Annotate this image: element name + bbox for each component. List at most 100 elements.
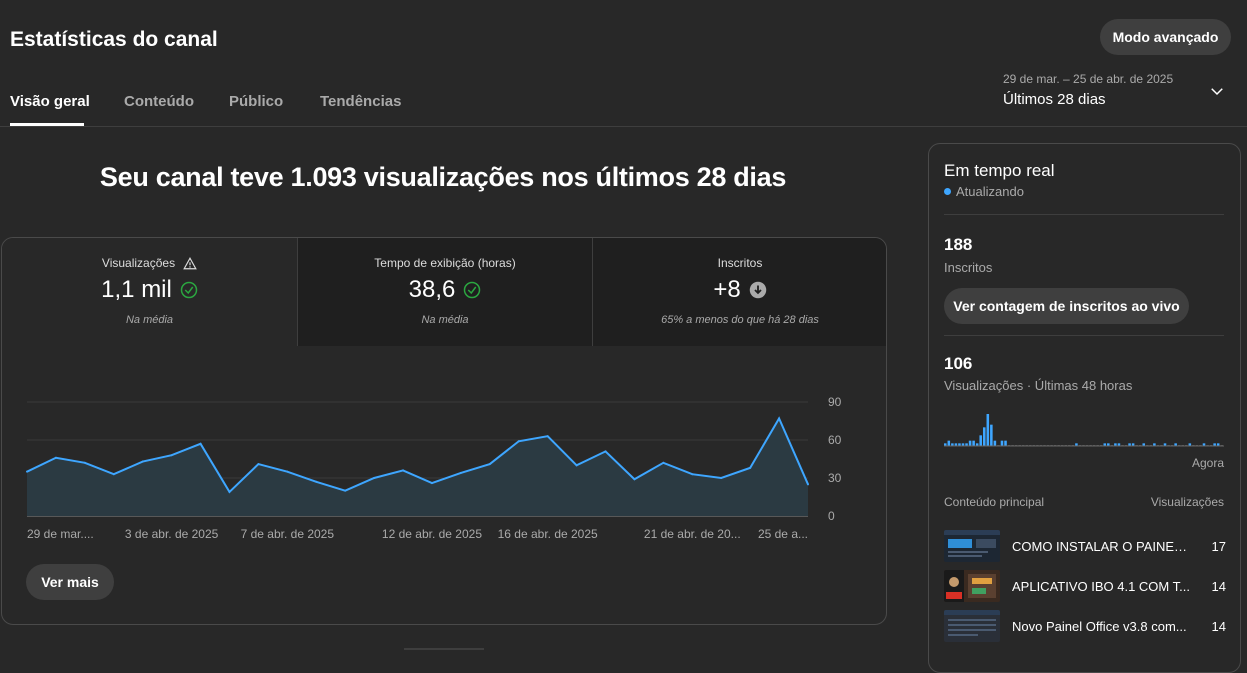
check-circle-icon — [180, 281, 198, 299]
video-thumbnail — [944, 570, 1000, 602]
hour-bar[interactable] — [1117, 443, 1121, 446]
data-point[interactable] — [720, 477, 723, 479]
realtime-views-chart[interactable] — [944, 406, 1226, 448]
x-tick-label: 25 de a... — [758, 527, 808, 541]
hour-bar[interactable] — [961, 443, 965, 446]
hour-bar[interactable] — [1004, 440, 1007, 446]
hour-bar[interactable] — [1131, 443, 1135, 446]
hour-bar[interactable] — [1202, 443, 1206, 446]
realtime-views-label: Visualizações · Últimas 48 horas — [944, 378, 1133, 393]
now-label: Agora — [1191, 456, 1224, 470]
chevron-down-icon[interactable] — [1208, 82, 1226, 100]
tab-trends[interactable]: Tendências — [320, 93, 402, 110]
metric-label: Visualizações — [101, 256, 176, 270]
hour-bar[interactable] — [972, 440, 975, 446]
data-point[interactable] — [199, 442, 202, 445]
live-subscriber-count-button[interactable]: Ver contagem de inscritos ao vivo — [944, 288, 1189, 324]
page-title: Estatísticas do canal — [10, 28, 218, 51]
hour-bar[interactable] — [1103, 443, 1107, 446]
data-point[interactable] — [430, 482, 433, 485]
hour-bar[interactable] — [979, 435, 982, 446]
hour-bar[interactable] — [951, 443, 954, 446]
hour-bar[interactable] — [1163, 443, 1167, 446]
hour-bar[interactable] — [968, 440, 972, 446]
x-tick-label: 21 de abr. de 20... — [644, 527, 741, 541]
views-chart[interactable]: 0 30 60 90 29 de mar.... 3 de abr. de 2025 7 d… — [2, 378, 887, 548]
active-tab-indicator — [10, 123, 84, 126]
data-point[interactable] — [662, 461, 665, 464]
metric-subtext: Na média — [421, 314, 469, 326]
arrow-down-circle-icon — [749, 281, 766, 299]
hour-bar[interactable] — [1174, 443, 1177, 446]
data-point[interactable] — [633, 478, 636, 481]
hour-bar[interactable] — [1107, 443, 1110, 446]
hour-bar[interactable] — [1142, 443, 1146, 446]
tab-overview[interactable]: Visão geral — [10, 93, 90, 110]
y-tick-label: 90 — [828, 395, 842, 409]
scroll-indicator — [404, 648, 484, 650]
hour-bar[interactable] — [958, 443, 961, 446]
hour-bar[interactable] — [1114, 443, 1117, 446]
hour-bar[interactable] — [1075, 443, 1078, 446]
data-point[interactable] — [257, 463, 260, 466]
hour-bar[interactable] — [993, 440, 997, 446]
data-point[interactable] — [517, 440, 520, 443]
data-point[interactable] — [807, 483, 809, 486]
metric-subtext: Na média — [125, 314, 174, 326]
hour-bar[interactable] — [982, 427, 986, 446]
data-point[interactable] — [141, 460, 144, 463]
data-point[interactable] — [228, 490, 231, 493]
hour-bar[interactable] — [947, 440, 951, 446]
metric-views[interactable]: Visualizações 1,1 mil Na média — [2, 238, 297, 346]
overview-card: Visualizações 1,1 mil Na média Tempo de … — [1, 237, 887, 625]
tab-audience[interactable]: Público — [229, 93, 284, 110]
data-point[interactable] — [575, 464, 578, 467]
data-point[interactable] — [778, 417, 781, 420]
realtime-status: Atualizando — [956, 184, 1024, 199]
x-tick-label: 7 de abr. de 2025 — [241, 527, 335, 541]
subscriber-label: Inscritos — [944, 260, 993, 275]
metric-subscribers[interactable]: Inscritos +8 65% a menos do que há 28 di… — [592, 238, 886, 346]
data-point[interactable] — [112, 473, 115, 476]
hour-bar[interactable] — [1153, 443, 1156, 446]
hour-bar[interactable] — [990, 424, 993, 446]
hour-bar[interactable] — [1128, 443, 1131, 446]
data-point[interactable] — [344, 489, 347, 492]
hour-bar[interactable] — [975, 443, 979, 446]
hour-bar[interactable] — [1000, 440, 1004, 446]
data-point[interactable] — [402, 469, 405, 472]
see-more-button[interactable]: Ver mais — [26, 564, 114, 600]
hour-bar[interactable] — [954, 443, 958, 446]
tab-content[interactable]: Conteúdo — [124, 93, 194, 110]
check-circle-icon — [464, 281, 481, 299]
data-point[interactable] — [83, 461, 86, 464]
top-content-item[interactable]: APLICATIVO IBO 4.1 COM T... 14 — [944, 570, 1226, 602]
data-point[interactable] — [459, 471, 462, 474]
video-title: APLICATIVO IBO 4.1 COM T... — [1012, 579, 1190, 594]
data-point[interactable] — [170, 454, 173, 457]
data-point[interactable] — [488, 463, 491, 466]
hour-bar[interactable] — [986, 414, 990, 446]
data-point[interactable] — [286, 470, 289, 473]
warning-icon[interactable] — [183, 256, 197, 270]
data-point[interactable] — [749, 466, 752, 469]
data-point[interactable] — [54, 456, 57, 459]
y-tick-label: 0 — [828, 509, 835, 523]
data-point[interactable] — [373, 477, 376, 479]
data-point[interactable] — [26, 470, 28, 473]
top-content-item[interactable]: COMO INSTALAR O PAINEL ... 17 — [944, 530, 1226, 562]
hour-bar[interactable] — [1216, 443, 1220, 446]
metric-watch-time[interactable]: Tempo de exibição (horas) 38,6 Na média — [297, 238, 592, 346]
data-point[interactable] — [546, 435, 549, 438]
hour-bar[interactable] — [944, 443, 947, 446]
video-views: 17 — [1211, 539, 1226, 554]
data-point[interactable] — [604, 450, 607, 453]
live-dot-icon — [944, 188, 951, 195]
data-point[interactable] — [315, 480, 318, 483]
advanced-mode-button[interactable]: Modo avançado — [1100, 19, 1231, 55]
hour-bar[interactable] — [1213, 443, 1216, 446]
hour-bar[interactable] — [965, 443, 968, 446]
hour-bar[interactable] — [1188, 443, 1192, 446]
top-content-item[interactable]: Novo Painel Office v3.8 com... 14 — [944, 610, 1226, 642]
data-point[interactable] — [691, 473, 694, 476]
